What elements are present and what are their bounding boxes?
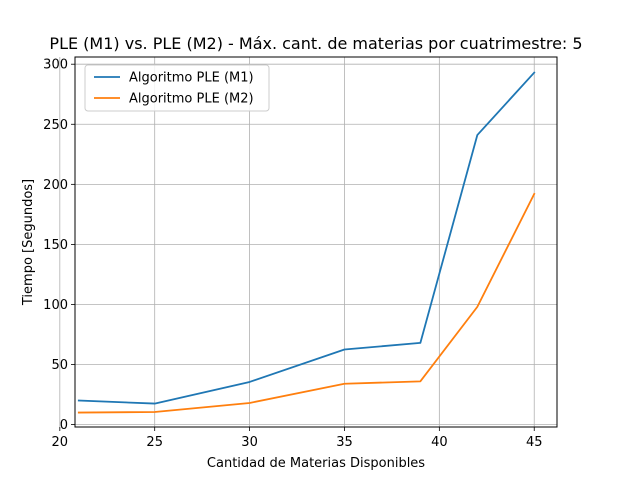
series-line-2 <box>77 192 536 414</box>
y-axis-label: Tiempo [Segundos] <box>21 179 36 306</box>
plot-lines <box>77 71 536 414</box>
x-tick-label: 25 <box>146 435 163 450</box>
x-tick-label: 35 <box>336 435 353 450</box>
y-tick-label: 150 <box>43 238 68 253</box>
y-tick-label: 50 <box>51 358 68 373</box>
y-tick-label: 250 <box>43 118 68 133</box>
legend-label-2: Algoritmo PLE (M2) <box>129 92 254 107</box>
grid <box>59 57 557 427</box>
y-tick-label: 300 <box>43 58 68 73</box>
x-axis-label: Cantidad de Materias Disponibles <box>207 456 425 471</box>
x-tick-label: 30 <box>241 435 258 450</box>
y-tick-label: 100 <box>43 298 68 313</box>
plot-frame <box>74 56 558 428</box>
legend-box <box>84 64 270 112</box>
legend: Algoritmo PLE (M1) Algoritmo PLE (M2) <box>84 64 270 112</box>
axis-ticks: 20 25 30 35 40 45 0 50 100 150 200 250 300 <box>43 58 542 450</box>
chart-title: PLE (M1) vs. PLE (M2) - Máx. cant. de ma… <box>49 34 582 53</box>
x-tick-label: 40 <box>431 435 448 450</box>
series-line-1 <box>77 71 536 405</box>
legend-label-1: Algoritmo PLE (M1) <box>129 71 254 86</box>
x-tick-label: 45 <box>526 435 543 450</box>
y-tick-label: 0 <box>60 418 68 433</box>
x-tick-label: 20 <box>52 435 69 450</box>
y-tick-label: 200 <box>43 178 68 193</box>
